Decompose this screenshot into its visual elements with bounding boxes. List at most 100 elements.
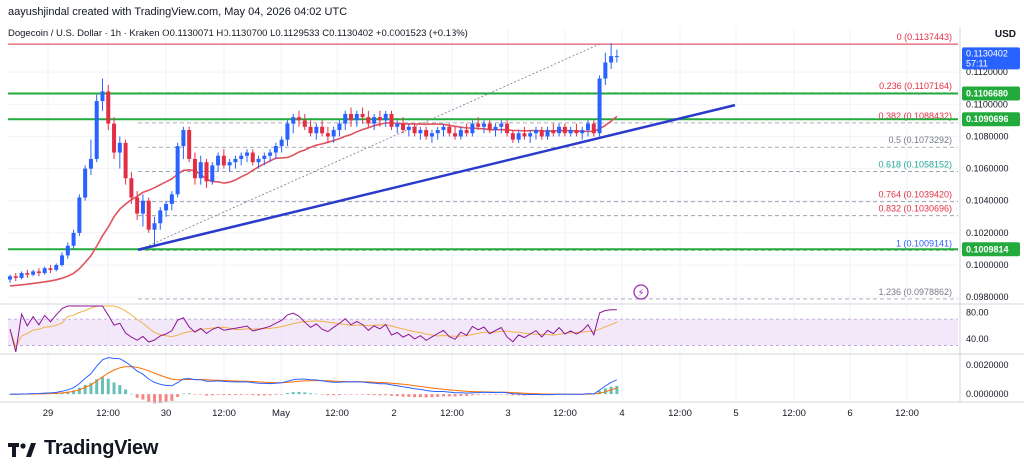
candle-body-38 [227, 162, 232, 166]
candle-body-0 [8, 276, 12, 280]
candle-body-14 [88, 158, 93, 169]
macd-hist-75 [442, 394, 445, 397]
x-tick-label-11: 12:00 [668, 408, 692, 419]
x-tick-label-7: 12:00 [440, 408, 464, 419]
rsi-line [9, 305, 617, 353]
macd-hist-37 [222, 394, 226, 396]
candle-body-17 [106, 91, 111, 124]
macd-hist-54 [320, 394, 324, 395]
tradingview-brand: TradingView [8, 437, 158, 460]
candle-body-94 [551, 130, 556, 134]
candle-body-23 [140, 200, 145, 214]
x-tick-label-4: May [272, 408, 290, 419]
candle-body-15 [94, 101, 99, 159]
candle-body-55 [325, 133, 330, 137]
macd-hist-24 [147, 394, 151, 403]
macd-hist-83 [488, 394, 492, 395]
candle-body-31 [187, 130, 192, 159]
candle-body-4 [31, 271, 36, 275]
candle-body-19 [117, 142, 122, 153]
macd-signal-line [9, 365, 618, 395]
candle-body-70 [412, 126, 417, 134]
candle-body-3 [25, 273, 30, 275]
macd-hist-103 [603, 388, 607, 395]
macd-hist-71 [418, 394, 422, 398]
macd-hist-82 [482, 394, 486, 395]
macd-hist-18 [112, 382, 116, 395]
candle-body-92 [539, 130, 544, 137]
fib-label-0.236: 0.236 (0.1107164) [879, 81, 952, 91]
y-tick-label-6: 0.1000000 [966, 260, 1009, 270]
macd-hist-70 [413, 394, 417, 398]
macd-hist-16 [100, 377, 104, 395]
symbol-ohlc-legend[interactable]: Dogecoin / U.S. Dollar · 1h · Kraken O0.… [8, 28, 468, 39]
macd-tick-0: 0.0020000 [966, 360, 1009, 370]
candle-body-42 [250, 152, 255, 163]
macd-hist-78 [459, 394, 463, 397]
macd-hist-85 [499, 394, 503, 395]
event-marker-icon [633, 284, 649, 300]
candle-body-47 [279, 139, 284, 147]
macd-hist-64 [378, 394, 382, 396]
candle-body-28 [169, 194, 174, 204]
candle-body-89 [522, 133, 527, 137]
macd-hist-79 [465, 394, 469, 396]
currency-label[interactable]: USD [994, 29, 1016, 40]
y-tick-label-1: 0.1100000 [966, 99, 1008, 109]
level-tag-bg-2 [962, 242, 1020, 257]
macd-hist-102 [598, 390, 602, 395]
candle-body-51 [302, 120, 307, 127]
y-tick-label-0: 0.1120000 [966, 67, 1008, 77]
candle-body-40 [239, 155, 244, 159]
candle-body-35 [210, 165, 215, 182]
price-tag-bg [962, 47, 1020, 70]
macd-hist-29 [176, 394, 180, 397]
candle-body-85 [499, 123, 504, 127]
level-tag-2: 0.1009814 [966, 244, 1009, 254]
macd-line [9, 357, 618, 396]
candle-body-100 [586, 123, 590, 131]
macd-hist-14 [89, 383, 93, 395]
macd-hist-74 [436, 394, 440, 397]
macd-hist-42 [251, 394, 255, 396]
macd-hist-47 [280, 394, 284, 395]
macd-hist-45 [268, 394, 272, 396]
fib-label-0.382: 0.382 (0.1088432) [878, 111, 952, 121]
candle-body-36 [216, 155, 221, 166]
macd-hist-67 [395, 394, 399, 397]
macd-hist-34 [205, 394, 209, 396]
level-tag-0: 0.1106680 [966, 89, 1008, 99]
macd-hist-60 [355, 394, 359, 395]
fib-label-0.618: 0.618 (0.1058152) [878, 160, 952, 170]
candle-body-8 [54, 265, 59, 270]
x-tick-label-12: 5 [733, 408, 738, 419]
candle-body-52 [308, 126, 313, 134]
candle-body-45 [268, 152, 273, 156]
fib-label-1.236: 1.236 (0.0978862) [878, 287, 952, 297]
candle-body-90 [528, 133, 533, 137]
candle-body-65 [383, 113, 388, 121]
x-tick-label-3: 12:00 [212, 408, 236, 419]
candle-body-22 [135, 197, 140, 214]
candle-body-105 [614, 56, 619, 58]
candle-body-71 [418, 130, 423, 134]
candle-body-80 [470, 123, 475, 134]
macd-hist-27 [164, 394, 168, 403]
macd-hist-13 [83, 384, 87, 395]
candle-body-9 [60, 255, 65, 266]
ascending-trendline [137, 103, 736, 251]
candle-body-54 [320, 126, 325, 134]
moving-average-line [9, 115, 618, 287]
candle-body-18 [112, 123, 117, 153]
x-tick-label-5: 12:00 [325, 408, 349, 419]
candle-body-44 [262, 155, 267, 159]
candle-body-68 [401, 123, 406, 131]
level-tag-1: 0.1090696 [966, 114, 1009, 124]
candle-body-37 [221, 155, 226, 166]
macd-hist-73 [430, 394, 434, 398]
fib-label-0: 0 (0.1137443) [897, 32, 952, 42]
price-chart[interactable]: 0 (0.1137443) 0.236 (0.1107164) 0.382 (0.1… [0, 0, 1024, 430]
macd-hist-11 [72, 390, 76, 395]
macd-hist-35 [210, 394, 214, 396]
y-tick-label-4: 0.1040000 [966, 196, 1009, 206]
